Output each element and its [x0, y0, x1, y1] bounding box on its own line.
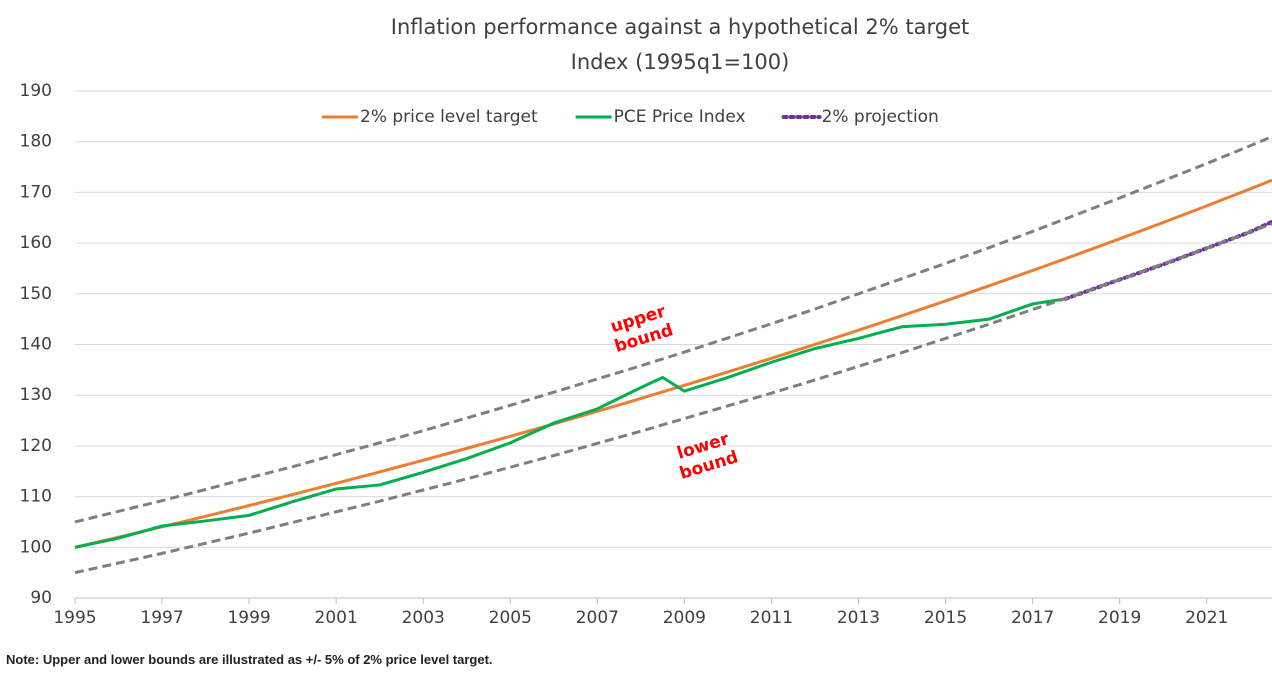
series-line: [74, 135, 1272, 524]
series-line: [74, 178, 1272, 549]
x-tick-label: 2021: [1185, 608, 1228, 628]
y-tick-label: 120: [20, 436, 52, 456]
x-tick-label: 2013: [837, 608, 880, 628]
y-tick-label: 110: [20, 487, 52, 507]
x-tick-label: 2003: [402, 608, 445, 628]
chart-subtitle: Index (1995q1=100): [571, 50, 790, 74]
y-tick-label: 170: [20, 182, 52, 202]
x-tick-label: 2015: [924, 608, 967, 628]
chart: Inflation performance against a hypothet…: [20, 15, 1272, 628]
x-tick-label: 2001: [315, 608, 358, 628]
x-tick-label: 2005: [489, 608, 532, 628]
x-tick-label: 1997: [140, 608, 183, 628]
chart-title: Inflation performance against a hypothet…: [391, 15, 969, 39]
legend-label: 2% price level target: [360, 107, 538, 127]
y-tick-label: 140: [20, 335, 52, 355]
series-line: [74, 222, 1272, 575]
x-tick-label: 2017: [1011, 608, 1054, 628]
series-line: [74, 297, 1066, 549]
x-tick-label: 2011: [750, 608, 793, 628]
legend-label: 2% projection: [822, 107, 939, 127]
legend-label: PCE Price Index: [614, 107, 746, 127]
y-tick-label: 100: [20, 537, 52, 557]
x-tick-label: 2019: [1098, 608, 1141, 628]
y-tick-label: 90: [30, 588, 52, 608]
y-tick-label: 180: [20, 132, 52, 152]
y-tick-label: 160: [20, 233, 52, 253]
y-tick-label: 150: [20, 284, 52, 304]
y-tick-label: 190: [20, 81, 52, 101]
x-tick-label: 2009: [663, 608, 706, 628]
x-tick-label: 1995: [53, 608, 96, 628]
y-tick-label: 130: [20, 385, 52, 405]
x-tick-label: 1999: [227, 608, 270, 628]
note: Note: Upper and lower bounds are illustr…: [6, 652, 493, 667]
x-tick-label: 2007: [576, 608, 619, 628]
